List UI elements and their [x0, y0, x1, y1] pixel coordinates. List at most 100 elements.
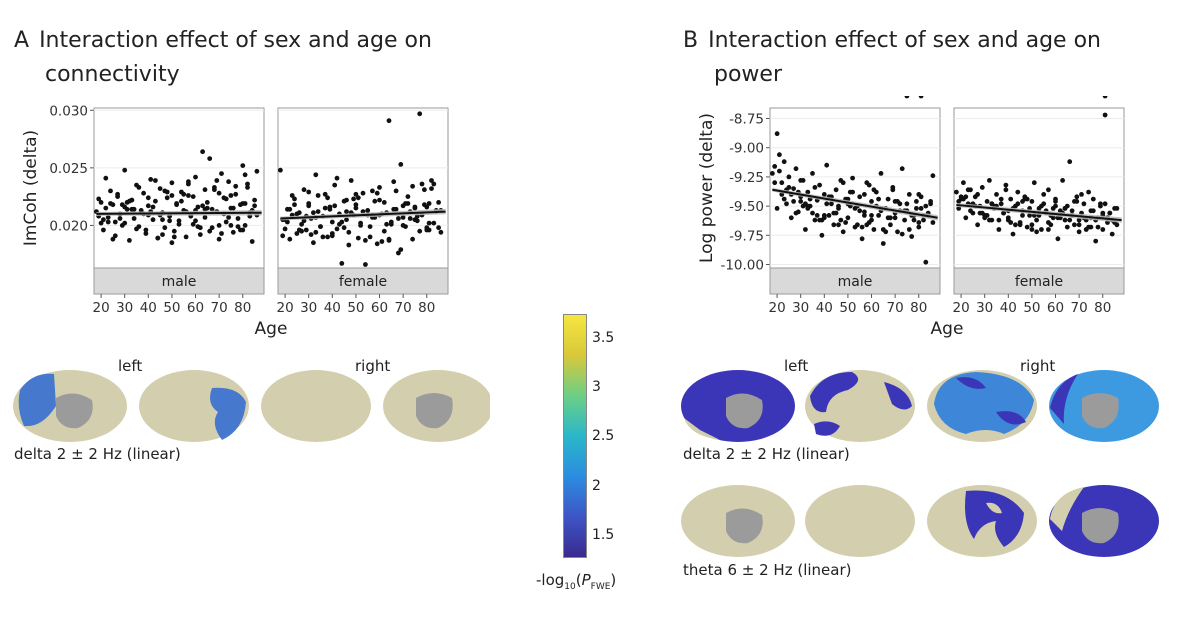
data-point	[419, 181, 425, 187]
data-point	[963, 194, 969, 200]
data-point	[923, 259, 929, 265]
data-point	[351, 196, 356, 202]
data-point	[334, 175, 340, 181]
x-tick-label: 70	[211, 300, 228, 316]
colorbar-tick: 3.5	[592, 329, 615, 346]
data-point	[353, 205, 359, 211]
brain-a-right-lateral	[261, 370, 371, 442]
brain-b-delta-left-medial	[681, 370, 795, 442]
data-point	[235, 216, 241, 221]
data-point	[98, 200, 104, 205]
data-point	[784, 201, 789, 207]
data-point	[167, 218, 173, 224]
facet-strip-label: female	[1015, 274, 1063, 290]
data-point	[245, 181, 250, 187]
data-point	[186, 179, 191, 185]
data-point	[370, 188, 375, 194]
data-point	[315, 193, 321, 198]
data-point	[339, 261, 345, 266]
data-point	[921, 217, 926, 223]
colorbar-label: -log10(PFWE)	[536, 571, 617, 592]
data-point	[332, 182, 338, 188]
data-point	[1041, 192, 1047, 197]
data-point	[1031, 180, 1037, 186]
data-point	[984, 199, 990, 204]
data-point	[240, 227, 246, 233]
facet-panel	[93, 107, 265, 269]
data-point	[400, 223, 406, 228]
data-point	[1069, 208, 1075, 214]
data-point	[892, 199, 898, 204]
data-point	[850, 189, 855, 195]
data-point	[143, 231, 149, 236]
data-point	[176, 221, 182, 227]
data-point	[899, 166, 905, 172]
data-point	[386, 118, 392, 124]
data-point	[1046, 227, 1051, 232]
panel-b-letter: B	[683, 28, 699, 53]
data-point	[377, 197, 382, 203]
data-point	[1109, 231, 1115, 237]
data-point	[301, 187, 307, 193]
data-point	[374, 241, 380, 247]
data-point	[1029, 227, 1035, 232]
data-point	[770, 171, 775, 176]
data-point	[410, 183, 415, 189]
data-point	[1003, 182, 1009, 188]
data-point	[824, 201, 830, 207]
data-point	[836, 222, 841, 228]
data-point	[895, 229, 900, 235]
data-point	[103, 205, 109, 211]
data-point	[320, 234, 326, 240]
data-point	[979, 185, 985, 190]
data-point	[831, 210, 837, 216]
data-point	[885, 196, 891, 202]
data-point	[1102, 112, 1108, 118]
panel-a-brain-label-right: right	[355, 357, 391, 375]
data-point	[396, 216, 401, 221]
data-point	[216, 190, 222, 196]
data-point	[254, 168, 260, 174]
data-point	[150, 204, 156, 210]
data-point	[391, 206, 397, 212]
colorbar-tick: 3	[592, 379, 601, 396]
x-tick-label: 30	[792, 300, 809, 316]
colorbar	[563, 314, 587, 558]
data-point	[171, 228, 177, 234]
data-point	[101, 227, 106, 233]
x-tick-label: 40	[816, 300, 833, 316]
data-point	[1100, 227, 1106, 232]
data-point	[353, 202, 359, 208]
data-point	[223, 196, 229, 202]
data-point	[431, 220, 437, 226]
data-point	[245, 185, 250, 190]
data-point	[779, 180, 785, 186]
facet-strip	[93, 267, 265, 295]
data-point	[1093, 238, 1099, 244]
data-point	[157, 186, 163, 191]
brain-b-delta-left-lateral	[805, 370, 915, 442]
data-point	[355, 235, 361, 241]
data-point	[1064, 224, 1070, 230]
data-point	[315, 209, 321, 214]
colorbar-label-psub: FWE	[590, 582, 611, 592]
data-point	[826, 213, 832, 218]
data-point	[777, 152, 782, 158]
data-point	[209, 225, 215, 231]
data-point	[831, 222, 837, 228]
data-point	[422, 187, 427, 193]
data-point	[836, 203, 841, 209]
data-point	[230, 205, 236, 211]
panel-b-brain-row-theta	[681, 485, 1159, 557]
data-point	[791, 199, 796, 204]
data-point	[880, 241, 886, 246]
data-point	[829, 201, 834, 207]
data-point	[303, 227, 309, 233]
data-point	[429, 178, 434, 183]
data-point	[1081, 201, 1087, 207]
data-point	[313, 172, 319, 178]
data-point	[398, 247, 404, 253]
panel-a-title: A Interaction effect of sex and age on	[14, 24, 432, 58]
data-point	[202, 187, 208, 193]
data-point	[821, 192, 827, 197]
